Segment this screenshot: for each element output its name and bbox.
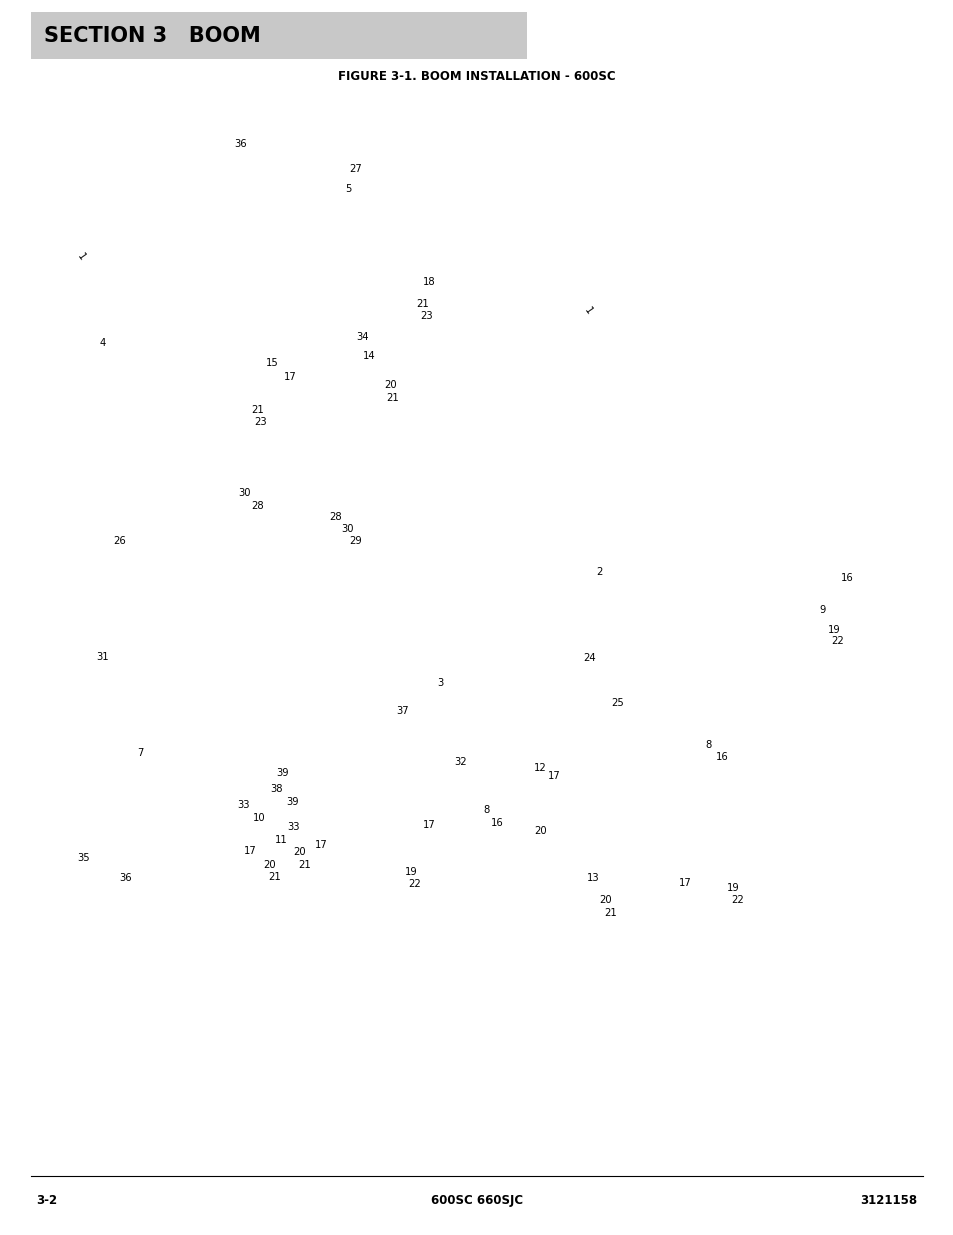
Text: 19: 19: [826, 625, 840, 635]
Text: 17: 17: [547, 771, 560, 781]
Text: 22: 22: [830, 636, 843, 646]
Text: 21: 21: [603, 908, 617, 918]
Text: 27: 27: [349, 164, 362, 174]
Text: 38: 38: [270, 784, 283, 794]
Text: 17: 17: [678, 878, 691, 888]
Text: 20: 20: [534, 826, 547, 836]
Text: 17: 17: [422, 820, 436, 830]
Text: 16: 16: [490, 818, 503, 827]
Text: 20: 20: [263, 860, 276, 869]
Text: 21: 21: [251, 405, 264, 415]
Text: 2: 2: [596, 567, 601, 577]
Text: 23: 23: [253, 417, 267, 427]
Text: 3: 3: [437, 678, 443, 688]
Text: 37: 37: [395, 706, 409, 716]
Text: 3-2: 3-2: [36, 1194, 57, 1207]
Text: 31: 31: [96, 652, 110, 662]
Text: 17: 17: [243, 846, 256, 856]
Text: 12: 12: [533, 763, 546, 773]
Text: 19: 19: [726, 883, 740, 893]
Text: 16: 16: [715, 752, 728, 762]
Text: 20: 20: [293, 847, 306, 857]
Text: 34: 34: [355, 332, 369, 342]
Text: 29: 29: [349, 536, 362, 546]
Text: 4: 4: [100, 338, 106, 348]
Text: 7: 7: [137, 748, 143, 758]
Text: 28: 28: [329, 513, 342, 522]
Text: 8: 8: [705, 740, 711, 750]
Text: 15: 15: [265, 358, 278, 368]
Text: 600SC 660SJC: 600SC 660SJC: [431, 1194, 522, 1207]
Text: 30: 30: [340, 524, 354, 534]
Text: 16: 16: [840, 573, 853, 583]
Text: 25: 25: [610, 698, 623, 708]
Text: 1: 1: [75, 252, 87, 262]
Text: 17: 17: [283, 372, 296, 382]
Text: 10: 10: [253, 813, 266, 823]
Text: 20: 20: [598, 895, 612, 905]
Text: 39: 39: [275, 768, 289, 778]
Text: 24: 24: [582, 653, 596, 663]
Text: 9: 9: [819, 605, 824, 615]
Text: 20: 20: [383, 380, 396, 390]
Text: 22: 22: [408, 879, 421, 889]
Text: 23: 23: [419, 311, 433, 321]
Text: 28: 28: [251, 501, 264, 511]
Text: 1: 1: [582, 306, 594, 316]
Text: 19: 19: [404, 867, 417, 877]
Text: 3121158: 3121158: [860, 1194, 917, 1207]
Bar: [30, 12, 526, 59]
Text: 5: 5: [345, 184, 351, 194]
Text: 21: 21: [297, 860, 311, 869]
Text: 36: 36: [119, 873, 132, 883]
Text: 17: 17: [314, 840, 328, 850]
Text: FIGURE 3-1. BOOM INSTALLATION - 600SC: FIGURE 3-1. BOOM INSTALLATION - 600SC: [337, 70, 616, 83]
Text: 30: 30: [237, 488, 251, 498]
Text: 36: 36: [233, 140, 247, 149]
Text: 26: 26: [112, 536, 126, 546]
Text: 22: 22: [730, 895, 743, 905]
Text: 21: 21: [416, 299, 429, 309]
Text: 33: 33: [236, 800, 250, 810]
Text: 33: 33: [287, 823, 300, 832]
Text: 11: 11: [274, 835, 288, 845]
Text: 18: 18: [422, 277, 436, 287]
Text: 21: 21: [386, 393, 399, 403]
Text: 14: 14: [362, 351, 375, 361]
Text: SECTION 3   BOOM: SECTION 3 BOOM: [44, 26, 260, 46]
Text: 35: 35: [77, 853, 91, 863]
Text: 39: 39: [286, 797, 299, 806]
Text: 21: 21: [268, 872, 281, 882]
Text: 13: 13: [586, 873, 599, 883]
Text: 8: 8: [483, 805, 489, 815]
Text: 32: 32: [454, 757, 467, 767]
